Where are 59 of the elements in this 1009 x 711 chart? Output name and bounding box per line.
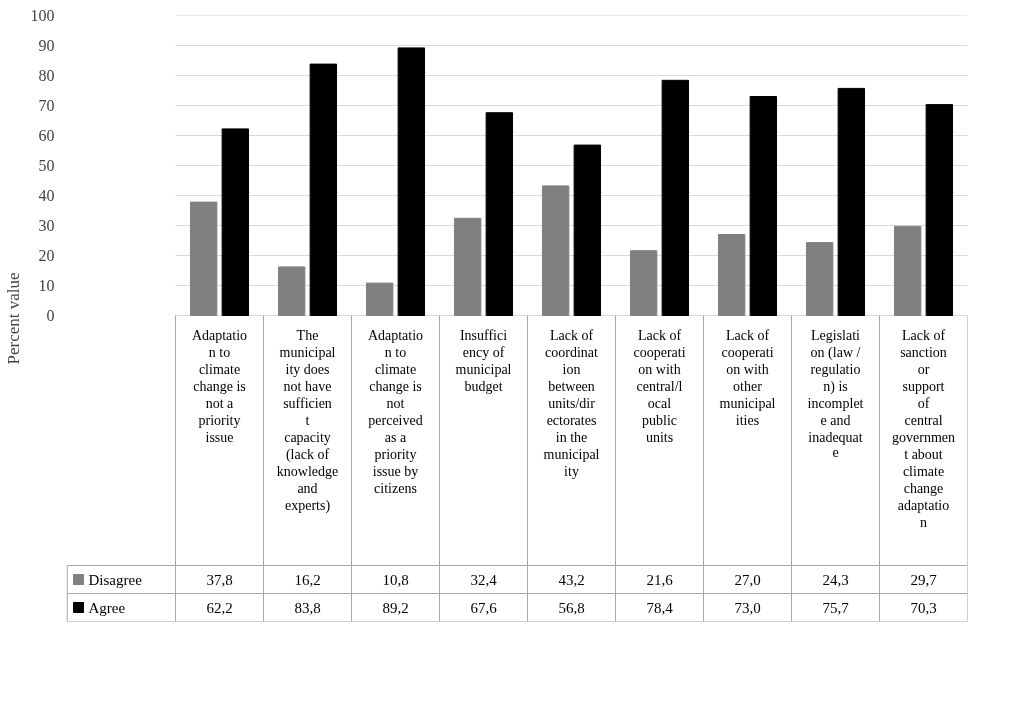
x-tick-label: Lack of cooperation with central/local public units [633,327,686,445]
data-label: 37,8 [206,571,233,588]
data-label: 89,2 [382,599,409,616]
data-label: 21,6 [646,571,674,588]
bar [485,112,514,316]
y-tick-label: 80 [38,67,55,84]
y-tick-label: 40 [38,187,55,204]
y-tick-label: 70 [38,97,55,114]
bar [893,225,922,316]
bar [573,144,602,316]
bar [541,185,570,316]
x-tick-label: Legislation (law / regulation) is incomplete and inadequate [807,327,864,460]
bar [629,250,658,316]
data-label: 73,0 [734,599,761,616]
y-tick-label: 60 [38,127,55,144]
data-label: 78,4 [646,599,674,616]
x-tick-label: Lack of cooperation with other municipalities [719,327,776,428]
data-label: 75,7 [822,599,850,616]
bar [717,234,746,316]
y-tick-label: 50 [38,157,55,174]
bar [365,282,394,316]
bar [189,201,218,316]
category-label: Lack of coordination between units/directorates in the municipality [543,327,600,479]
data-label: 83,8 [294,599,321,616]
data-label: 56,8 [558,599,585,616]
x-tick-label: Insufficiency of municipal budget [455,327,512,394]
legend-label: Agree [88,599,126,616]
x-tick-label: Adaptation to climate change is not a priority issue [191,327,248,445]
data-label: 10,8 [382,571,409,588]
legend-label: Disagree [88,571,143,588]
y-axis-title: Percent value [3,272,23,365]
bar [749,96,778,316]
category-label: Adaptation to climate change is not perceived as a priority issue by citizens [367,327,424,496]
bar [277,266,306,316]
data-label: 67,6 [470,599,498,616]
y-tick-label: 20 [38,247,55,264]
data-label: 62,2 [206,599,233,616]
data-label: 16,2 [294,571,321,588]
y-tick-label: 10 [38,277,55,294]
category-label: Lack of sanction or support of central government about climate change adaptation [892,327,955,530]
y-tick-label: 0 [46,307,55,324]
y-tick-label: 90 [38,37,55,54]
data-label: 24,3 [822,571,849,588]
bar [309,63,338,316]
data-label: 27,0 [734,571,761,588]
bar [221,128,250,316]
data-label: 29,7 [910,571,938,588]
bar [837,87,866,316]
bar [397,47,426,316]
bar [805,242,834,316]
bar [453,217,482,316]
category-label: The municipality does not have sufficient capacity (lack of knowledge and experts) [276,327,339,513]
y-tick-label: 100 [30,7,55,24]
data-label: 43,2 [558,571,585,588]
data-label: 70,3 [910,599,937,616]
bar [925,104,954,316]
bar [661,79,690,316]
data-label: 32,4 [470,571,498,588]
y-tick-label: 30 [38,217,55,234]
